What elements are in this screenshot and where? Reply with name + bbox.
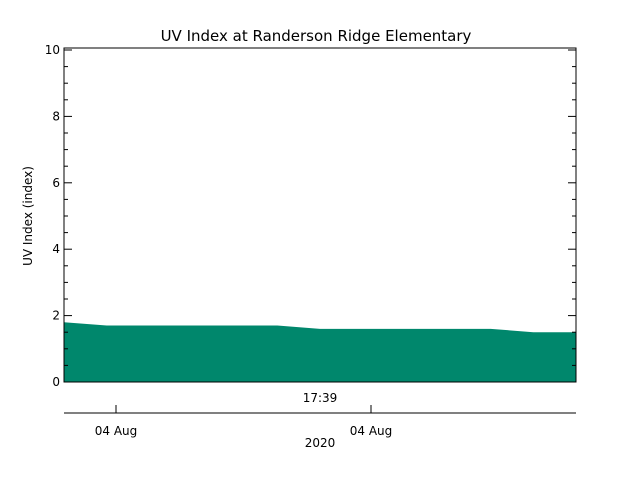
uv-index-area	[64, 322, 576, 382]
time-annotation: 17:39	[303, 391, 338, 405]
y-axis-label: UV Index (index)	[21, 166, 35, 266]
y-tick-label: 6	[52, 176, 60, 190]
x-tick-label: 04 Aug	[95, 424, 138, 438]
y-tick-label: 10	[45, 43, 60, 57]
y-tick-label: 4	[52, 242, 60, 256]
y-tick-label: 0	[52, 375, 60, 389]
x-axis-year-label: 2020	[305, 436, 336, 450]
x-tick-label: 04 Aug	[350, 424, 393, 438]
x-axis-ticks: 04 Aug 04 Aug	[95, 405, 393, 438]
chart-title: UV Index at Randerson Ridge Elementary	[161, 27, 472, 45]
plot-frame	[63, 47, 577, 383]
y-tick-label: 8	[52, 109, 60, 123]
y-axis-ticks: 0 2 4 6 8 10	[45, 43, 576, 389]
y-tick-label: 2	[52, 309, 60, 323]
